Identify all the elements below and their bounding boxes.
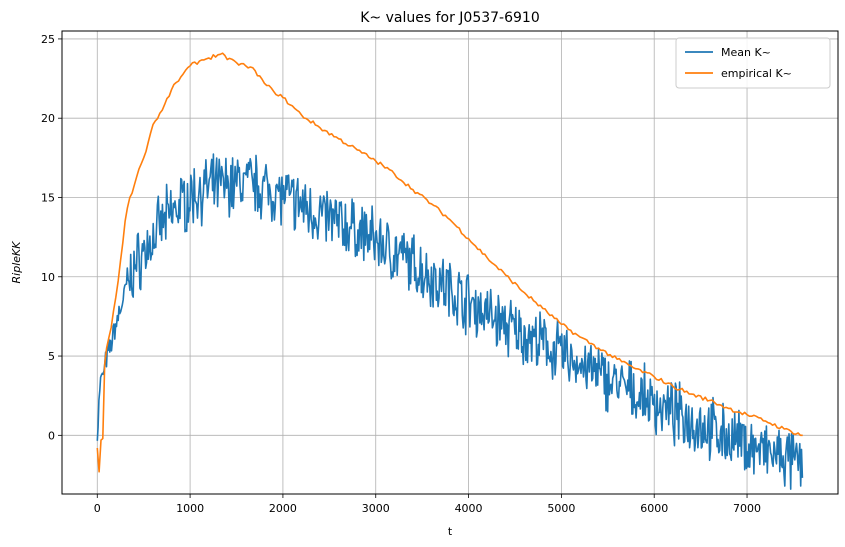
y-tick-label: 20 — [41, 112, 55, 125]
legend: Mean K~ empirical K~ — [675, 37, 831, 89]
series-line-empirical — [96, 52, 803, 473]
y-tick-label: 15 — [41, 191, 55, 204]
x-tick-label: 3000 — [362, 502, 390, 515]
x-tick-label: 4000 — [455, 502, 483, 515]
chart-title: K~ values for J0537-6910 — [360, 10, 539, 26]
y-tick-label: 25 — [41, 33, 55, 46]
x-tick-label: 2000 — [269, 502, 297, 515]
y-tick-label: 10 — [41, 271, 55, 284]
grid-lines — [62, 31, 838, 494]
series-line-mean — [96, 153, 804, 490]
y-tick-label: 0 — [48, 429, 55, 442]
legend-label: empirical K~ — [721, 67, 792, 80]
series-lines — [96, 52, 804, 490]
x-tick-label: 7000 — [733, 502, 761, 515]
y-axis-label: RipleKK — [10, 241, 23, 284]
x-tick-label: 0 — [94, 502, 101, 515]
axes-frame — [61, 30, 839, 495]
legend-label: Mean K~ — [721, 46, 771, 59]
x-tick-label: 5000 — [547, 502, 575, 515]
y-tick-label: 5 — [48, 350, 55, 363]
x-tick-label: 6000 — [640, 502, 668, 515]
axis-ticks: 0 1000 2000 3000 4000 5000 6000 7000 0 5 10 15 20 25 — [41, 33, 761, 515]
legend-box — [675, 37, 831, 89]
x-tick-label: 1000 — [176, 502, 204, 515]
x-axis-label: t — [448, 525, 453, 538]
